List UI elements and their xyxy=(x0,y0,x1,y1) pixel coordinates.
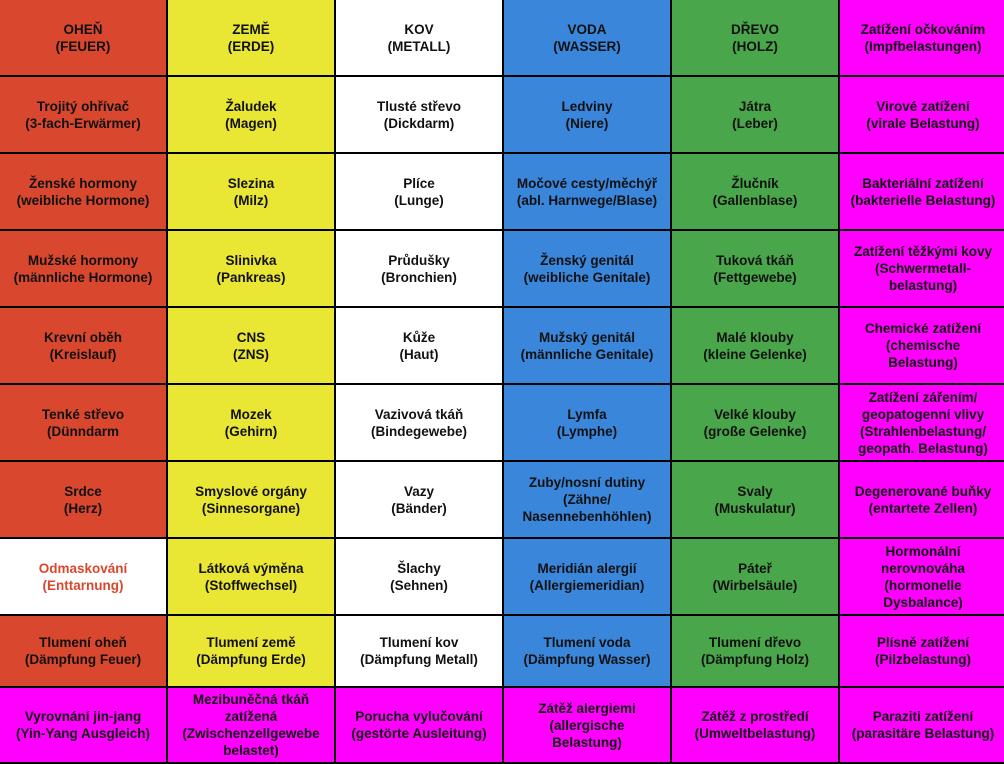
cell-wood: Játra (Leber) xyxy=(672,77,838,152)
cell-earth: Látková výměna (Stoffwechsel) xyxy=(168,539,334,614)
cell-earth: Smyslové orgány (Sinnesorgane) xyxy=(168,462,334,537)
cell-water: Ženský genitál (weibliche Genitale) xyxy=(504,231,670,306)
cell-wood: Páteř (Wirbelsäule) xyxy=(672,539,838,614)
cell-metal: Plíce (Lunge) xyxy=(336,154,502,229)
cell-burden: Zátěž z prostředí (Umweltbelastung) xyxy=(672,688,838,762)
cell-metal: Vazy (Bänder) xyxy=(336,462,502,537)
cell-burden: Zatížení zářením/ geopatogenní vlivy (St… xyxy=(840,385,1004,460)
header-water: VODA (WASSER) xyxy=(504,0,670,75)
header-metal: KOV (METALL) xyxy=(336,0,502,75)
cell-damping-earth: Tlumení země (Dämpfung Erde) xyxy=(168,616,334,686)
cell-earth: Mozek (Gehirn) xyxy=(168,385,334,460)
cell-wood: Tuková tkáň (Fettgewebe) xyxy=(672,231,838,306)
cell-burden: Plísně zatížení (Pilzbelastung) xyxy=(840,616,1004,686)
cell-wood: Svaly (Muskulatur) xyxy=(672,462,838,537)
cell-fire: Tenké střevo (Dünndarm xyxy=(0,385,166,460)
cell-burden: Paraziti zatížení (parasitäre Belastung) xyxy=(840,688,1004,762)
cell-water: Lymfa (Lymphe) xyxy=(504,385,670,460)
cell-wood: Žlučník (Gallenblase) xyxy=(672,154,838,229)
cell-burden: Degenerované buňky (entartete Zellen) xyxy=(840,462,1004,537)
cell-metal: Vazivová tkáň (Bindegewebe) xyxy=(336,385,502,460)
cell-water: Ledviny (Niere) xyxy=(504,77,670,152)
cell-earth: Žaludek (Magen) xyxy=(168,77,334,152)
cell-earth: Slinivka (Pankreas) xyxy=(168,231,334,306)
cell-unmasking: Odmaskování (Enttarnung) xyxy=(0,539,166,614)
header-earth: ZEMĚ (ERDE) xyxy=(168,0,334,75)
cell-burden: Zatížení těžkými kovy (Schwermetall- bel… xyxy=(840,231,1004,306)
header-wood: DŘEVO (HOLZ) xyxy=(672,0,838,75)
cell-wood: Velké klouby (große Gelenke) xyxy=(672,385,838,460)
cell-metal: Kůže (Haut) xyxy=(336,308,502,383)
cell-earth: Slezina (Milz) xyxy=(168,154,334,229)
cell-burden: Virové zatížení (virale Belastung) xyxy=(840,77,1004,152)
cell-fire: Ženské hormony (weibliche Hormone) xyxy=(0,154,166,229)
cell-burden: Bakteriální zatížení (bakterielle Belast… xyxy=(840,154,1004,229)
cell-damping-water: Tlumení voda (Dämpfung Wasser) xyxy=(504,616,670,686)
cell-burden: Mezibuněčná tkáň zatížená (Zwischenzellg… xyxy=(168,688,334,762)
cell-water: Zuby/nosní dutiny (Zähne/ Nasennebenhöhl… xyxy=(504,462,670,537)
cell-water: Mužský genitál (männliche Genitale) xyxy=(504,308,670,383)
cell-earth: CNS (ZNS) xyxy=(168,308,334,383)
cell-fire: Krevní oběh (Kreislauf) xyxy=(0,308,166,383)
cell-damping-metal: Tlumení kov (Dämpfung Metall) xyxy=(336,616,502,686)
cell-wood: Malé klouby (kleine Gelenke) xyxy=(672,308,838,383)
cell-water: Meridián alergií (Allergiemeridian) xyxy=(504,539,670,614)
header-fire: OHEŇ (FEUER) xyxy=(0,0,166,75)
cell-burden: Zátěž alergiemi (allergische Belastung) xyxy=(504,688,670,762)
cell-burden: Hormonální nerovnováha (hormonelle Dysba… xyxy=(840,539,1004,614)
header-vaccination: Zatížení očkováním (Impfbelastungen) xyxy=(840,0,1004,75)
cell-burden: Vyrovnání jin-jang (Yin-Yang Ausgleich) xyxy=(0,688,166,762)
cell-metal: Tlusté střevo (Dickdarm) xyxy=(336,77,502,152)
cell-fire: Mužské hormony (männliche Hormone) xyxy=(0,231,166,306)
cell-damping-fire: Tlumení oheň (Dämpfung Feuer) xyxy=(0,616,166,686)
cell-metal: Šlachy (Sehnen) xyxy=(336,539,502,614)
cell-burden: Chemické zatížení (chemische Belastung) xyxy=(840,308,1004,383)
cell-water: Močové cesty/měchýř (abl. Harnwege/Blase… xyxy=(504,154,670,229)
cell-fire: Srdce (Herz) xyxy=(0,462,166,537)
cell-fire: Trojitý ohřívač (3-fach-Erwärmer) xyxy=(0,77,166,152)
cell-damping-wood: Tlumení dřevo (Dämpfung Holz) xyxy=(672,616,838,686)
cell-burden: Porucha vylučování (gestörte Ausleitung) xyxy=(336,688,502,762)
cell-metal: Průdušky (Bronchien) xyxy=(336,231,502,306)
